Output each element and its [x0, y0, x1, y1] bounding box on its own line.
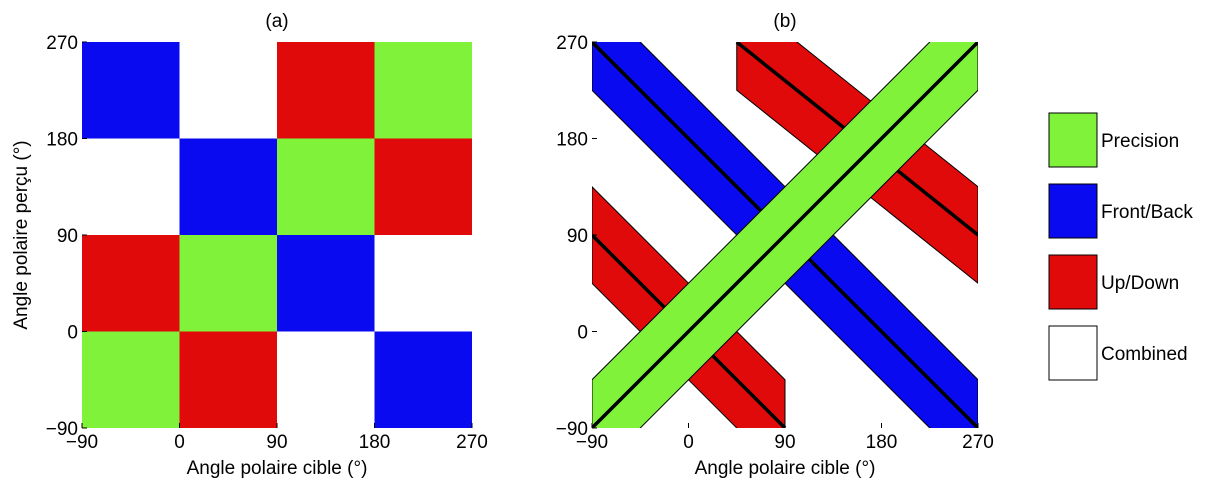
heatmap-cell	[179, 235, 277, 332]
panel-title: (b)	[773, 11, 796, 32]
x-tick-label: 180	[866, 432, 898, 453]
y-tick-label: 0	[577, 323, 588, 344]
heatmap-cell	[277, 42, 375, 139]
y-tick-label: 90	[57, 226, 78, 247]
heatmap-cell	[82, 331, 180, 428]
x-tick-label: −90	[66, 432, 98, 453]
plot-area	[592, 42, 978, 428]
panel-title: (a)	[265, 11, 288, 32]
y-axis-label: Angle polaire perçu (°)	[11, 140, 32, 329]
legend-label-precision: Precision	[1101, 131, 1179, 152]
heatmap-cell	[179, 42, 277, 139]
legend: Precision Front/Back Up/Down Combined	[1048, 112, 1193, 381]
x-tick-label: 0	[174, 432, 185, 453]
heatmap-cell	[277, 138, 375, 235]
x-tick-label: 90	[266, 432, 287, 453]
heatmap-cell	[277, 331, 375, 428]
legend-swatch-combined	[1048, 325, 1098, 381]
y-tick-label: 180	[556, 130, 588, 151]
heatmap-cell	[82, 138, 180, 235]
y-tick-label: 0	[67, 323, 78, 344]
y-tick-label: 270	[556, 33, 588, 54]
heatmap-cell	[82, 235, 180, 332]
panel-a: −90 0 90 180 270 −90 0 90 180 270 (a) Angle polaire…	[11, 11, 488, 479]
x-axis-label: Angle polaire cible (°)	[695, 458, 876, 479]
x-tick-label: 270	[456, 432, 488, 453]
heatmap-cell	[82, 42, 180, 139]
heatmap-cell	[179, 138, 277, 235]
legend-label-combined: Combined	[1101, 344, 1188, 365]
y-tick-label: 180	[46, 130, 78, 151]
legend-swatch-frontback	[1048, 183, 1098, 239]
heatmap-cell	[374, 235, 472, 332]
x-tick-label: −90	[576, 432, 608, 453]
heatmap-cell	[374, 42, 472, 139]
precision-center-line	[592, 42, 978, 428]
legend-label-frontback: Front/Back	[1101, 202, 1193, 223]
x-axis-label: Angle polaire cible (°)	[187, 458, 368, 479]
heatmap-cell	[277, 235, 375, 332]
y-tick-label: −90	[556, 419, 588, 440]
y-tick-label: −90	[46, 419, 78, 440]
x-tick-label: 0	[683, 432, 694, 453]
panel-b: −90 0 90 180 270 −90 0 90 180 270 (b) Angle polaire…	[556, 11, 994, 479]
x-tick-label: 90	[774, 432, 795, 453]
heatmap-cell	[374, 331, 472, 428]
x-tick-label: 270	[962, 432, 994, 453]
y-tick-label: 90	[567, 226, 588, 247]
heatmap-cell	[374, 138, 472, 235]
legend-swatch-precision	[1048, 112, 1098, 168]
legend-swatch-updown	[1048, 254, 1098, 310]
heatmap-cell	[179, 331, 277, 428]
y-tick-label: 270	[46, 33, 78, 54]
legend-label-updown: Up/Down	[1101, 273, 1179, 294]
x-tick-label: 180	[359, 432, 391, 453]
